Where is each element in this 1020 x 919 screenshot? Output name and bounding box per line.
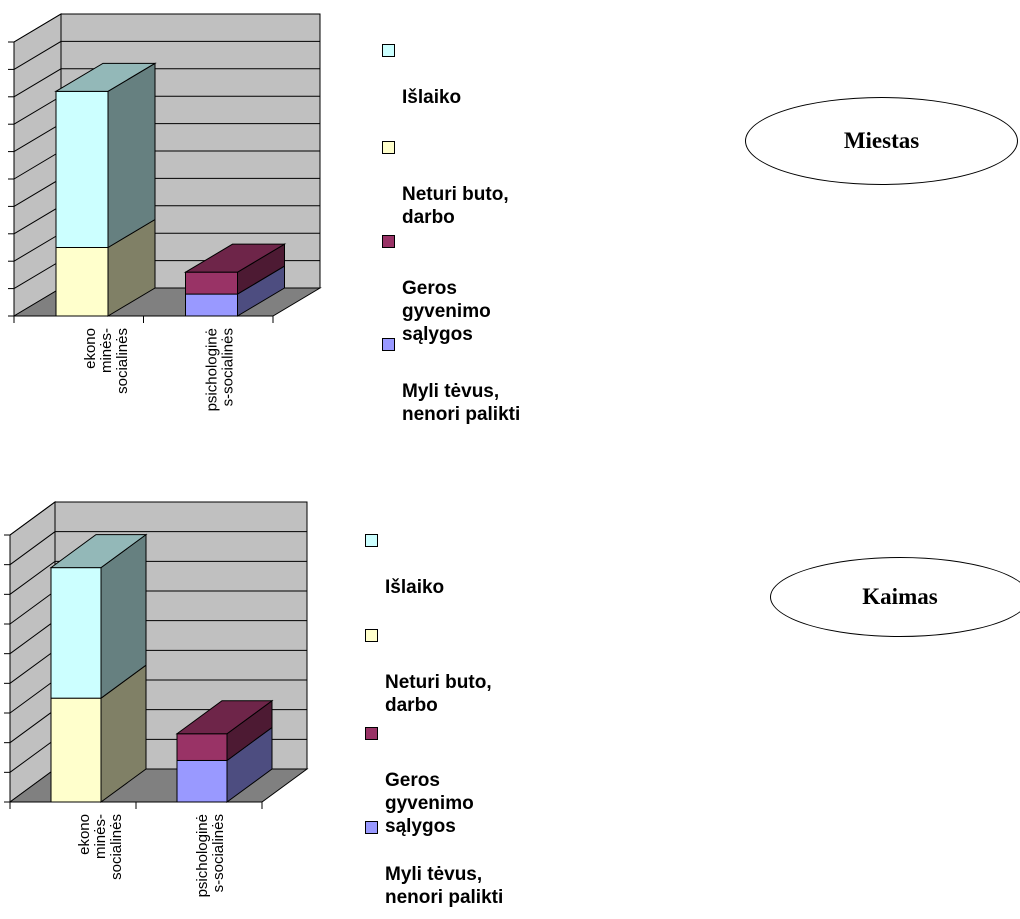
bar-front	[185, 293, 238, 317]
legend-swatch	[365, 534, 378, 547]
category-label-line: socialinės	[114, 328, 131, 394]
legend-item-neturi-buto: Neturi buto, darbo	[365, 625, 585, 717]
category-label: ekonominės-socialinės	[82, 328, 131, 394]
category-label-line: ekono	[76, 814, 93, 855]
bar-segment	[50, 664, 147, 803]
badge-miestas: Miestas	[745, 97, 1018, 185]
legend-label: Myli tėvus, nenori palikti	[402, 381, 521, 425]
category-label-line: ekono	[82, 328, 99, 369]
bar-top	[54, 62, 157, 92]
badge-kaimas: Kaimas	[770, 557, 1020, 637]
gridline	[9, 501, 307, 536]
category-label-line: psichologinė	[203, 328, 220, 411]
category-label-line: s-socialinės	[219, 328, 236, 406]
bar-front	[176, 759, 228, 803]
legend-label: Neturi buto, darbo	[385, 672, 492, 716]
legend-label: Myli tėvus, nenori palikti	[385, 864, 504, 908]
chart-plot: ekonominės-socialinės psichologinės-socia…	[4, 501, 309, 897]
legend-label: Geros gyvenimo sąlygos	[385, 770, 474, 837]
legend-label: Išlaiko	[402, 87, 462, 108]
category-label-line: psichologinė	[194, 814, 211, 897]
legend-swatch	[382, 338, 395, 351]
category-label: ekonominės-socialinės	[76, 814, 125, 880]
chart-plot: ekonominės-socialinės psichologinės-socia…	[8, 13, 322, 411]
bar-front	[176, 733, 228, 761]
bar-front	[50, 567, 102, 699]
gridline	[9, 531, 307, 566]
category-label-line: s-socialinės	[210, 814, 227, 892]
bar-side	[107, 62, 156, 249]
category-label-line: minės-	[98, 328, 115, 373]
legend-item-islaiko: Išlaiko	[365, 530, 585, 599]
category-label-line: socialinės	[108, 814, 125, 880]
legend-label: Geros gyvenimo sąlygos	[402, 278, 491, 345]
category-label-line: minės-	[92, 814, 109, 859]
legend-item-myli-tevus: Myli tėvus, nenori palikti	[382, 334, 602, 426]
bar-top	[175, 700, 274, 735]
legend-swatch	[382, 235, 395, 248]
bar-front	[50, 697, 102, 803]
legend-item-geros-salygos: Geros gyvenimo sąlygos	[382, 231, 602, 346]
legend-item-geros-salygos: Geros gyvenimo sąlygos	[365, 723, 585, 838]
bar-top	[49, 534, 148, 569]
bar-front	[55, 90, 109, 248]
badge-label: Kaimas	[862, 584, 938, 609]
legend-item-myli-tevus: Myli tėvus, nenori palikti	[365, 817, 585, 909]
legend-swatch	[365, 821, 378, 834]
legend-swatch	[382, 141, 395, 154]
chart-miestas: ekonominės-socialinės psichologinės-socia…	[0, 0, 600, 450]
legend-swatch	[365, 629, 378, 642]
legend-label: Neturi buto, darbo	[402, 184, 509, 228]
gridline	[9, 560, 307, 595]
gridline	[13, 40, 320, 70]
badge-label: Miestas	[843, 128, 920, 153]
legend-item-islaiko: Išlaiko	[382, 40, 602, 109]
gridline	[13, 13, 320, 43]
legend-label: Išlaiko	[385, 577, 445, 598]
legend-swatch	[382, 44, 395, 57]
bar-segment	[55, 62, 156, 249]
bar-top	[183, 243, 287, 273]
gridline	[13, 68, 320, 98]
category-label: psichologinės-socialinės	[203, 328, 236, 411]
legend-swatch	[365, 727, 378, 740]
bar-front	[55, 247, 109, 317]
bar-front	[185, 271, 238, 295]
category-label: psichologinės-socialinės	[194, 814, 227, 897]
side-wall	[9, 501, 56, 803]
legend-item-neturi-buto: Neturi buto, darbo	[382, 137, 602, 229]
chart-kaimas: ekonominės-socialinės psichologinės-socia…	[0, 480, 600, 919]
bar-segment	[185, 265, 285, 317]
